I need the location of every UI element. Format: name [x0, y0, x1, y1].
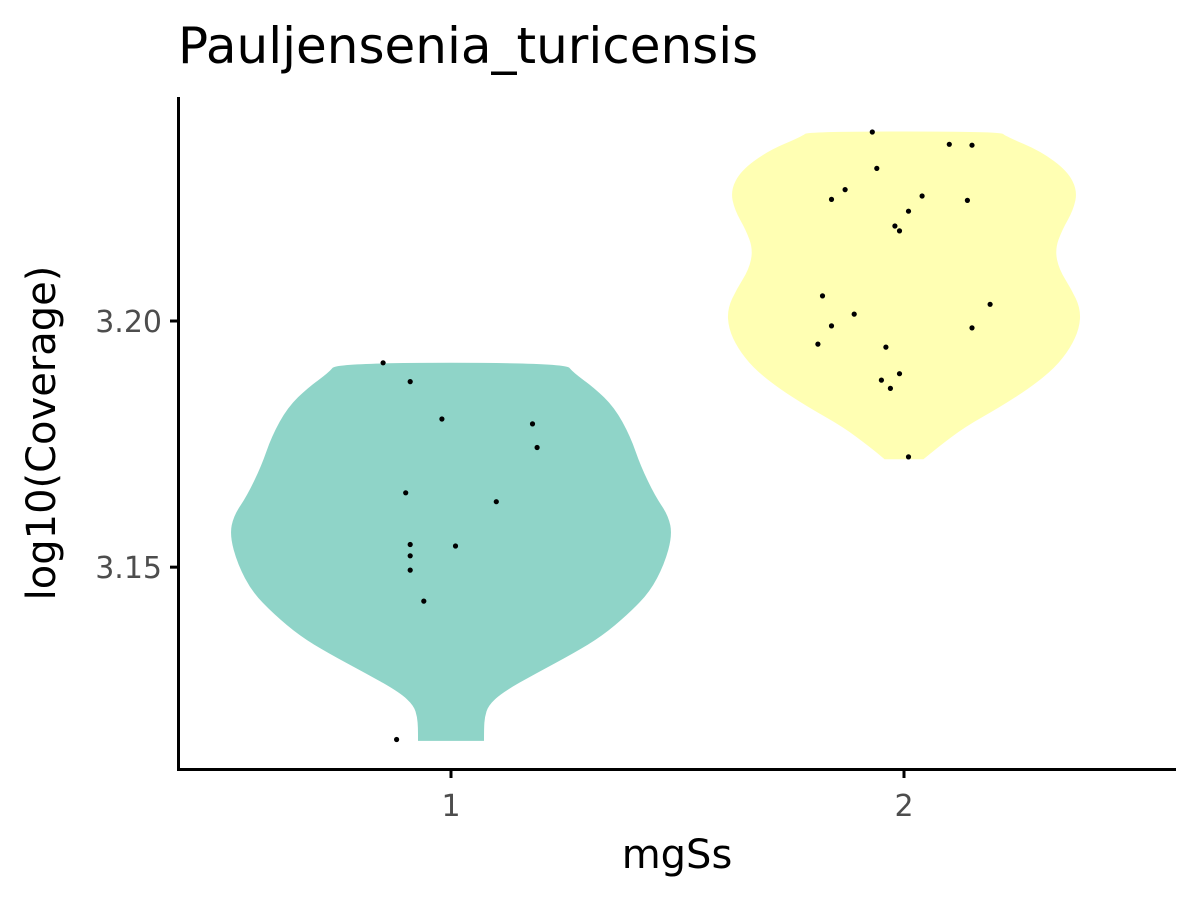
- data-point-1-8: [407, 541, 413, 548]
- data-point-1-7: [493, 499, 499, 505]
- data-point-2-10: [892, 223, 898, 229]
- data-point-2-14: [851, 311, 857, 317]
- data-point-2-18: [883, 344, 889, 350]
- x-axis-title: mgSs: [622, 832, 733, 878]
- data-point-2-20: [878, 377, 885, 383]
- data-point-1-13: [394, 736, 400, 743]
- data-point-1-5: [534, 444, 540, 451]
- data-point-2-8: [964, 197, 971, 203]
- y-axis-title: log10(Coverage): [19, 266, 65, 601]
- data-point-2-4: [874, 165, 880, 171]
- violin-1: [231, 362, 671, 741]
- data-point-2-13: [987, 301, 993, 307]
- violins-layer: [231, 131, 1081, 741]
- data-point-1-3: [439, 416, 445, 422]
- data-point-2-15: [828, 323, 835, 329]
- data-point-2-9: [905, 208, 912, 214]
- y-axis-ticks: 3.15 3.20: [95, 305, 178, 586]
- y-tick-label: 3.15: [95, 551, 162, 586]
- y-tick-label: 3.20: [95, 305, 162, 340]
- data-point-2-2: [946, 141, 952, 147]
- data-point-1-2: [407, 379, 413, 385]
- chart-title: Pauljensenia_turicensis: [178, 17, 758, 75]
- data-point-1-6: [403, 490, 409, 496]
- data-point-1-11: [407, 567, 413, 573]
- data-point-2-12: [819, 293, 826, 299]
- x-tick-label: 2: [894, 789, 913, 824]
- data-point-2-3: [969, 142, 975, 148]
- data-point-2-5: [842, 187, 848, 193]
- data-point-2-19: [896, 371, 903, 377]
- x-tick-label: 1: [441, 789, 460, 824]
- data-point-2-11: [896, 228, 903, 234]
- data-point-1-10: [407, 553, 413, 559]
- data-point-1-1: [380, 360, 386, 366]
- data-point-1-12: [421, 598, 427, 604]
- data-point-1-9: [452, 543, 459, 549]
- data-point-2-6: [919, 193, 925, 199]
- data-point-2-7: [828, 196, 835, 202]
- data-point-2-22: [905, 454, 912, 460]
- data-point-2-17: [815, 341, 821, 347]
- data-point-2-1: [869, 129, 875, 135]
- data-point-1-4: [529, 421, 536, 427]
- data-point-2-16: [969, 325, 975, 331]
- violin-2: [727, 131, 1081, 460]
- points-layer: [380, 129, 993, 743]
- data-point-2-21: [887, 385, 894, 391]
